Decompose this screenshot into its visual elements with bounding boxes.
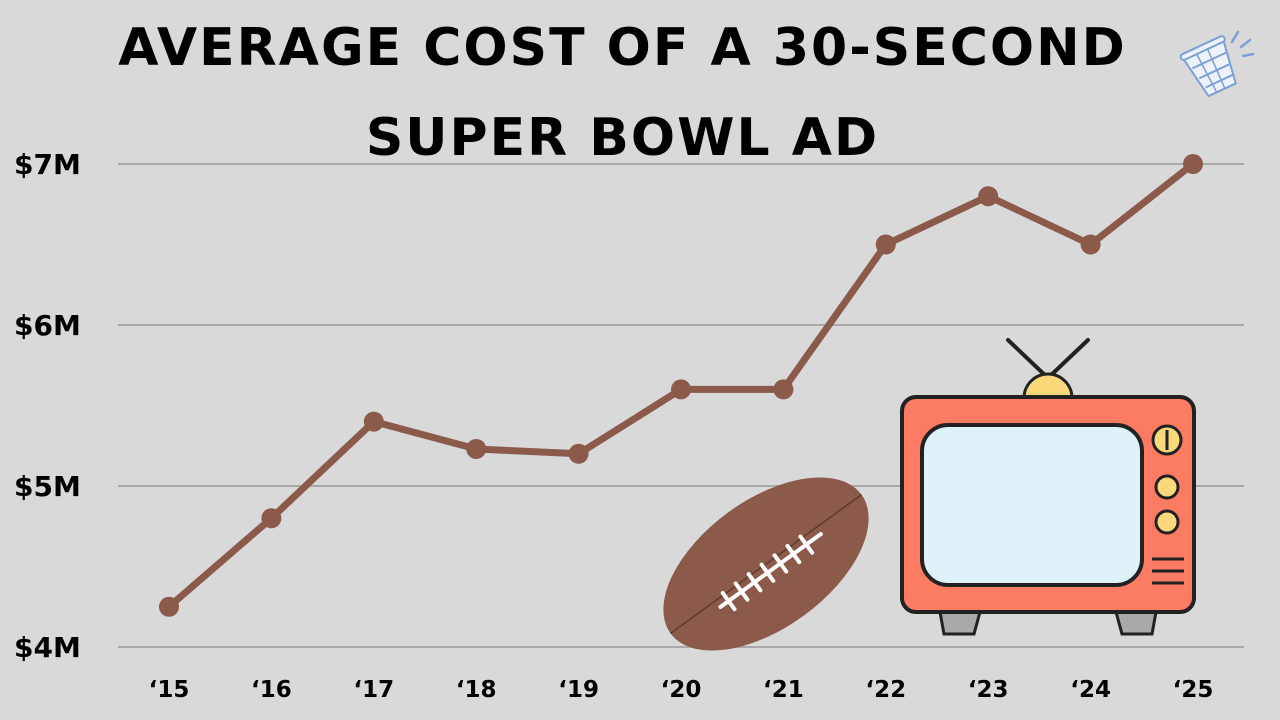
data-point: [466, 438, 487, 459]
data-point: [1080, 234, 1101, 255]
y-axis-ticks: $4M $5M $6M $7M: [14, 148, 81, 664]
x-tick-label: ‘23: [968, 677, 1009, 703]
chart-title-line-1: AVERAGE COST OF A 30-SECOND: [118, 18, 1127, 78]
x-tick-label: ‘16: [251, 677, 292, 703]
x-tick-label: ‘17: [353, 677, 394, 703]
y-tick-label: $5M: [14, 470, 81, 503]
cup-sparkle-lines: [1230, 30, 1255, 58]
data-point: [1183, 154, 1203, 174]
data-point: [773, 379, 794, 400]
chart-title-line-2: SUPER BOWL AD: [365, 108, 880, 168]
x-axis-ticks: ‘15 ‘16 ‘17 ‘18 ‘19 ‘20 ‘21 ‘22 ‘23 ‘24 ‘25: [149, 677, 1214, 703]
y-tick-label: $4M: [14, 631, 81, 664]
x-tick-label: ‘15: [149, 677, 190, 703]
x-tick-label: ‘24: [1070, 677, 1111, 703]
data-point: [363, 411, 384, 432]
data-point: [568, 443, 589, 464]
data-point: [159, 596, 179, 617]
x-tick-label: ‘25: [1173, 677, 1214, 703]
x-tick-label: ‘20: [661, 677, 702, 703]
y-tick-label: $6M: [14, 309, 81, 342]
data-point: [875, 234, 896, 255]
data-point: [261, 508, 282, 529]
x-tick-label: ‘18: [456, 677, 497, 703]
y-tick-label: $7M: [14, 148, 81, 181]
drink-cup-icon: [1179, 35, 1237, 98]
data-point: [978, 186, 999, 207]
retro-tv-illustration: [900, 338, 1196, 636]
data-point: [671, 379, 691, 400]
x-tick-label: ‘21: [763, 677, 804, 703]
series-cost: [159, 154, 1203, 617]
football-illustration: [663, 477, 869, 651]
x-tick-label: ‘22: [865, 677, 906, 703]
x-tick-label: ‘19: [558, 677, 599, 703]
